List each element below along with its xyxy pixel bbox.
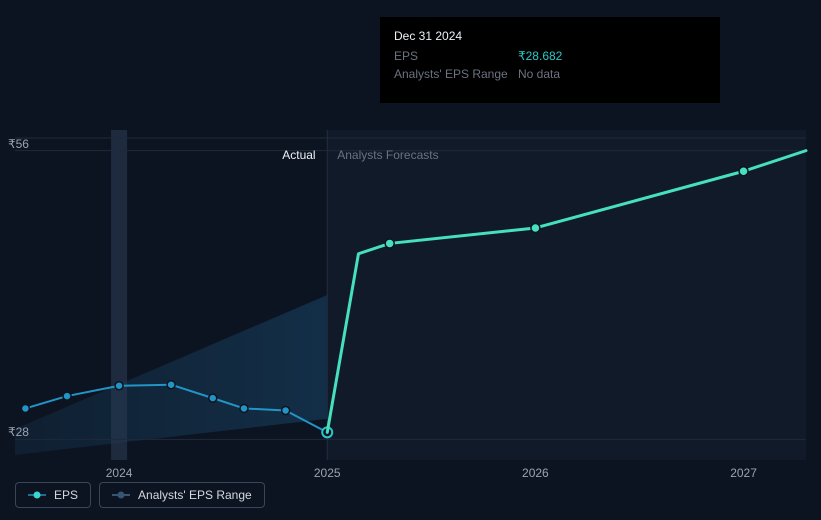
y-axis-label: ₹56 — [8, 137, 29, 151]
section-label-forecast: Analysts Forecasts — [337, 148, 438, 162]
tooltip-row: Analysts' EPS Range No data — [394, 65, 706, 83]
tooltip-label: EPS — [394, 47, 510, 65]
eps-chart: Dec 31 2024 EPS₹28.682Analysts' EPS Rang… — [0, 0, 821, 520]
x-axis-label: 2024 — [106, 466, 133, 480]
legend-marker-icon — [28, 490, 46, 500]
legend-label: Analysts' EPS Range — [138, 488, 252, 502]
y-axis-label: ₹28 — [8, 425, 29, 439]
tooltip-date: Dec 31 2024 — [394, 27, 706, 45]
x-axis-label: 2027 — [730, 466, 757, 480]
plot-area[interactable] — [15, 130, 806, 460]
plot-svg — [15, 130, 806, 460]
tooltip-value: ₹28.682 — [518, 47, 562, 65]
section-label-actual: Actual — [282, 148, 315, 162]
tooltip-row: EPS ₹28.682 — [394, 47, 706, 65]
x-axis-label: 2026 — [522, 466, 549, 480]
x-axis-label: 2025 — [314, 466, 341, 480]
legend-label: EPS — [54, 488, 78, 502]
legend-marker-icon — [112, 490, 130, 500]
tooltip-label: Analysts' EPS Range — [394, 65, 510, 83]
chart-tooltip: Dec 31 2024 EPS₹28.682Analysts' EPS Rang… — [380, 17, 720, 103]
legend-eps[interactable]: EPS — [15, 482, 91, 508]
legend: EPS Analysts' EPS Range — [15, 482, 265, 508]
legend-analysts-range[interactable]: Analysts' EPS Range — [99, 482, 265, 508]
tooltip-value: No data — [518, 65, 560, 83]
